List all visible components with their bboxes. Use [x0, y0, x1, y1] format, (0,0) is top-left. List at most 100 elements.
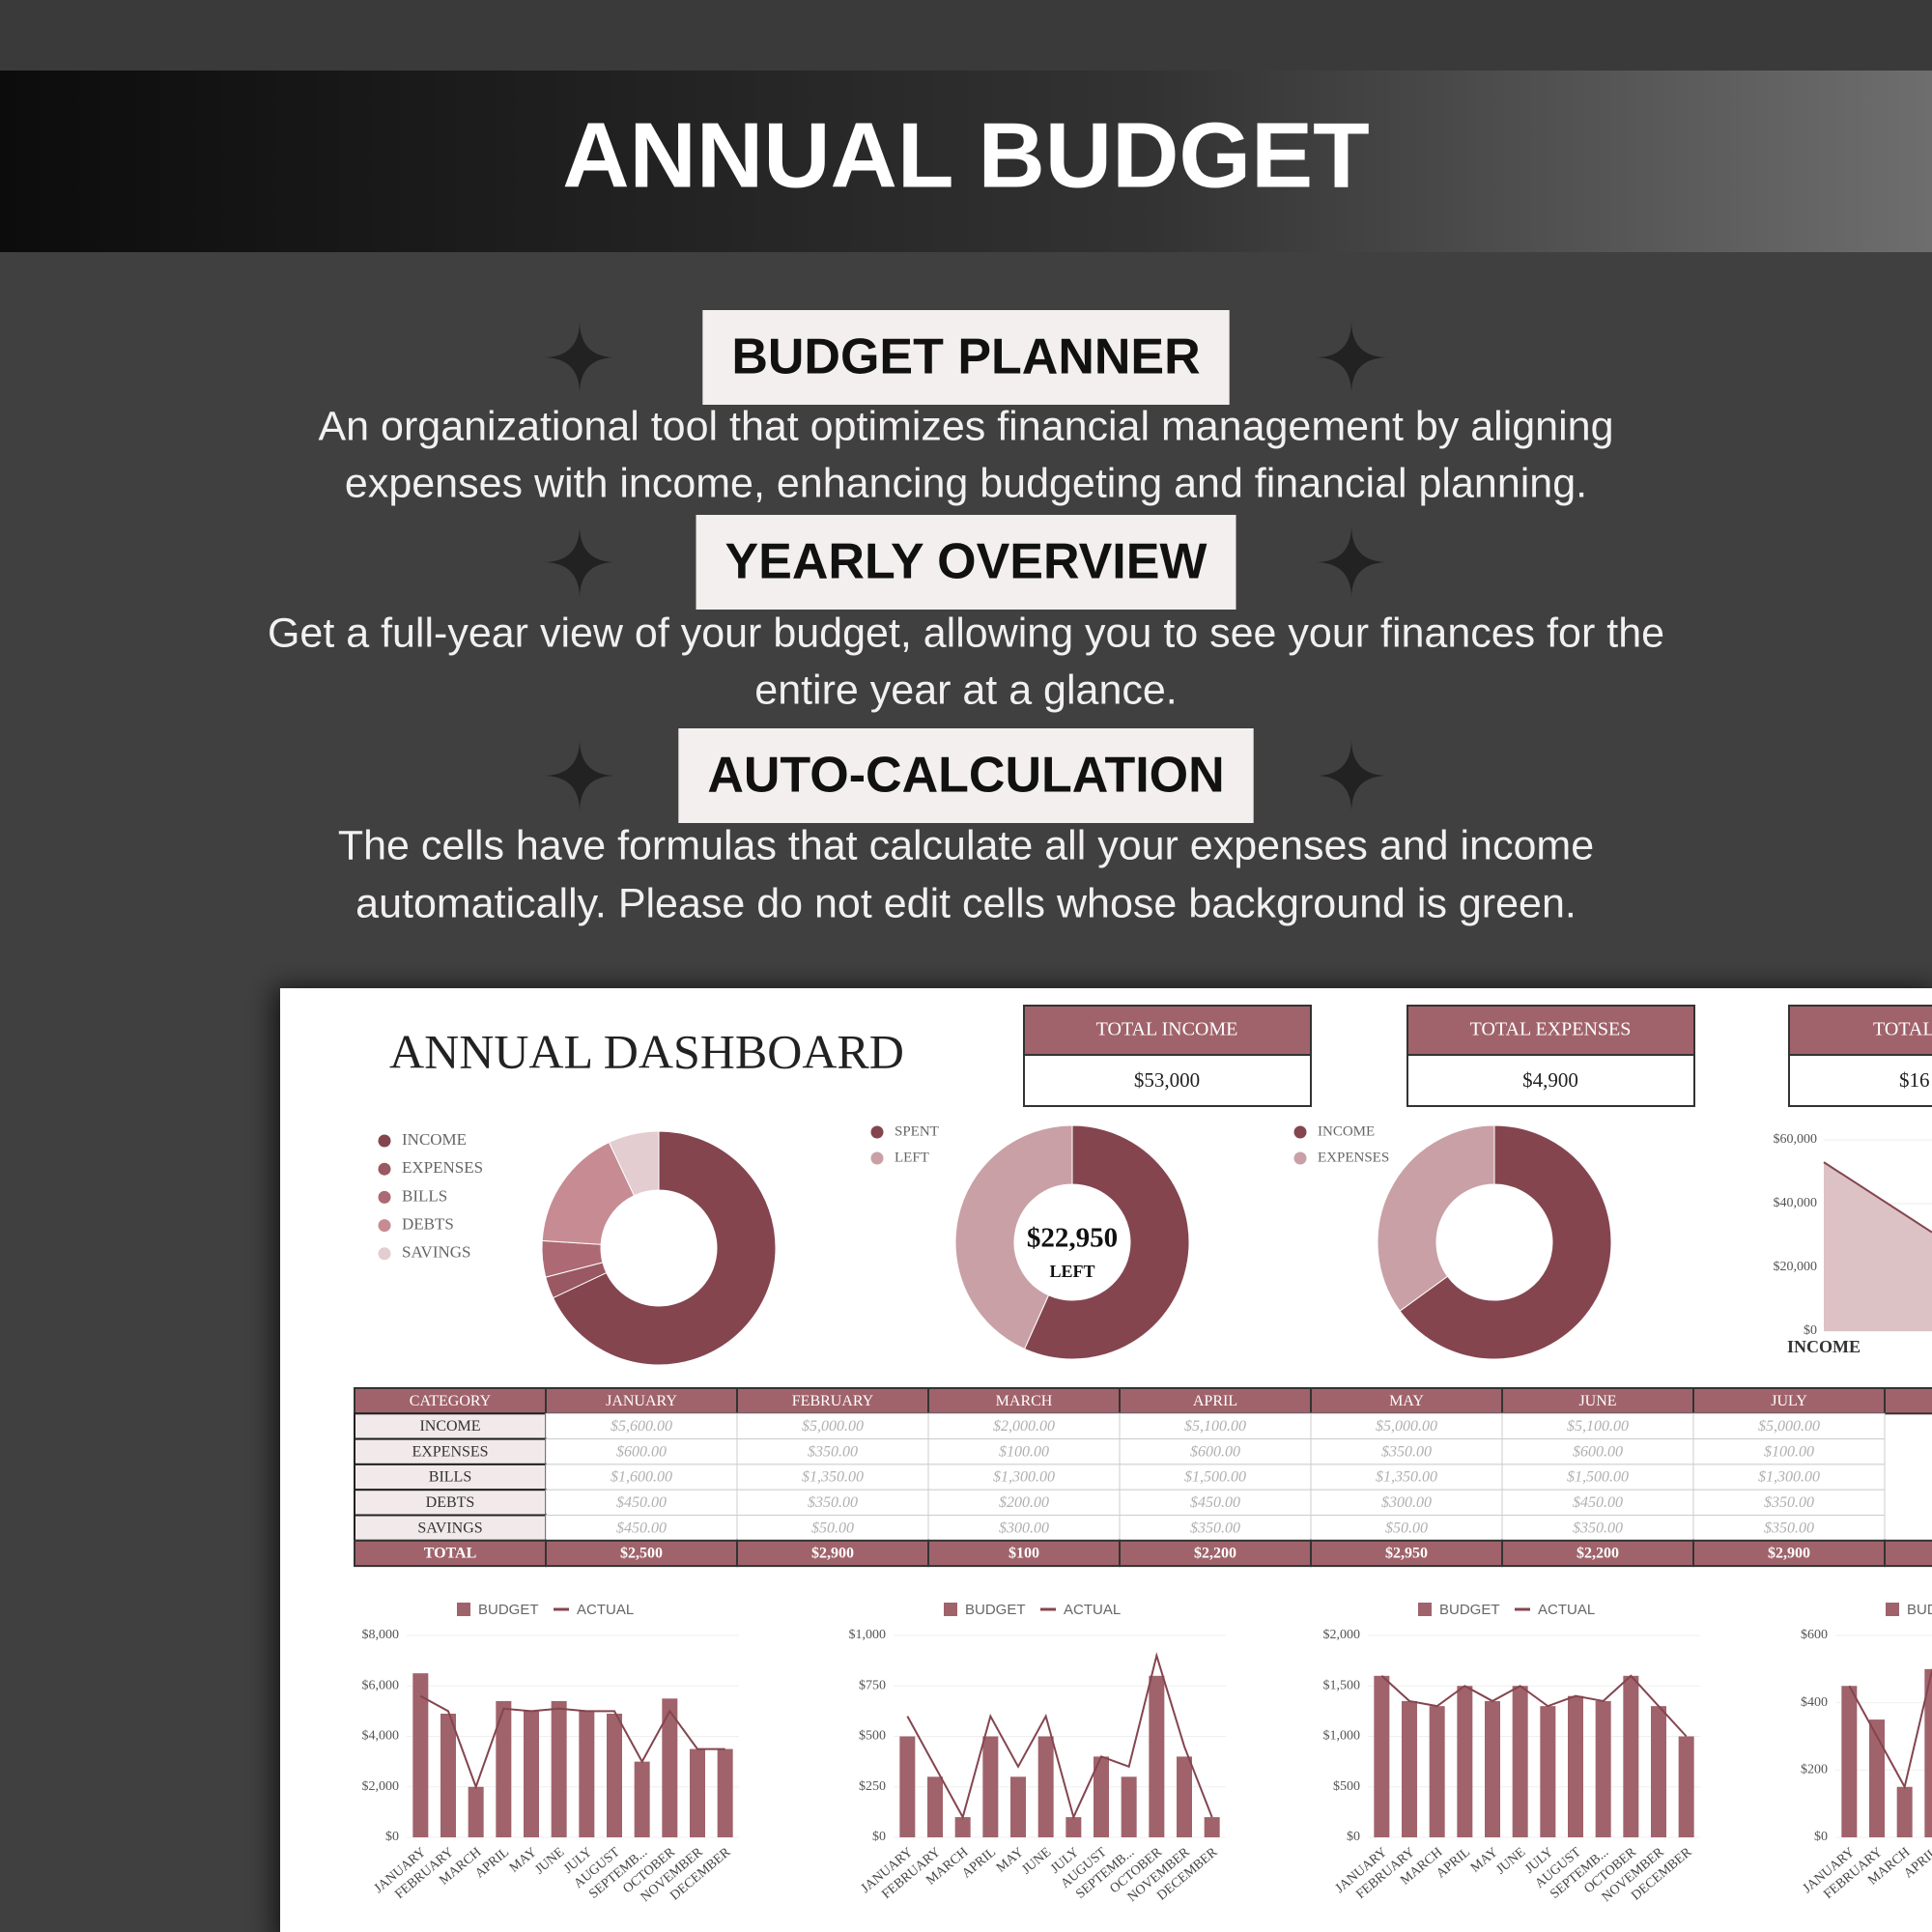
table-text: $450.00: [1190, 1494, 1240, 1511]
table-text: $1,500.00: [1567, 1469, 1629, 1486]
area-line: [1823, 1161, 1932, 1234]
area-fill: [1824, 1162, 1932, 1331]
y-tick-label: $60,000: [1774, 1132, 1818, 1147]
kpi-value-box: [1023, 1054, 1312, 1107]
bar: [982, 1736, 999, 1837]
table-text: $1,600.00: [611, 1469, 672, 1486]
y-tick-label: $6,000: [362, 1678, 400, 1692]
y-tick-label: $4,000: [362, 1729, 400, 1744]
table-text: $5,100.00: [1184, 1418, 1246, 1435]
table-cell: [1692, 1463, 1886, 1491]
table-text: APRIL: [1193, 1393, 1237, 1409]
sparkle: [1315, 739, 1388, 812]
kpi-value: $16: [1899, 1068, 1930, 1092]
section-description: The cells have formulas that calculate a…: [338, 822, 1594, 868]
y-tick-label: $2,000: [362, 1779, 400, 1794]
legend-dot: [378, 1162, 391, 1176]
table-text: $450.00: [616, 1494, 667, 1511]
bar: [1651, 1706, 1666, 1837]
legend-swatch: [457, 1603, 470, 1616]
y-tick-label: $600: [1801, 1628, 1828, 1642]
donut-segment: [608, 1130, 660, 1197]
table-text: $1,350.00: [802, 1469, 864, 1486]
table-text: $450.00: [616, 1520, 667, 1536]
kpi-value: $53,000: [1134, 1068, 1200, 1092]
bar: [954, 1817, 971, 1837]
line: [419, 1694, 725, 1790]
table-text: $50.00: [811, 1520, 854, 1536]
legend-label: BUDGET: [965, 1602, 1026, 1618]
table-text: EXPENSES: [412, 1443, 488, 1460]
table-cell: [1884, 1387, 1932, 1415]
y-tick-label: $0: [872, 1830, 886, 1844]
table-cell: [545, 1463, 738, 1491]
donut-segment: [1023, 1124, 1190, 1360]
section-label-box: [696, 515, 1236, 610]
section-label: AUTO-CALCULATION: [707, 748, 1224, 804]
table-cell: [1501, 1387, 1694, 1415]
section-description: automatically. Please do not edit cells …: [355, 880, 1577, 926]
table-text: $100.00: [1764, 1443, 1814, 1460]
table-cell: [1692, 1515, 1886, 1542]
bar: [496, 1700, 512, 1837]
table-cell: [1692, 1438, 1886, 1465]
legend-label: BUDGET: [1907, 1602, 1932, 1618]
bar: [1177, 1756, 1192, 1837]
table-text: $2,900: [811, 1546, 854, 1562]
y-tick-label: $500: [859, 1729, 886, 1744]
bar: [1010, 1776, 1026, 1837]
legend-label: BILLS: [402, 1186, 447, 1205]
table-text: $350.00: [1764, 1494, 1814, 1511]
donut-center-label: LEFT: [1049, 1262, 1094, 1281]
table-text: TOTAL: [424, 1546, 477, 1562]
legend-label: ACTUAL: [1538, 1602, 1595, 1618]
legend-label: SPENT: [895, 1123, 939, 1139]
sparkle: [543, 739, 616, 812]
table-text: $1,350.00: [1376, 1469, 1437, 1486]
y-tick-label: $400: [1801, 1695, 1828, 1710]
table-text: $1,300.00: [1758, 1469, 1820, 1486]
table-cell: [736, 1438, 929, 1465]
legend-label: BUDGET: [1439, 1602, 1500, 1618]
table-text: JUNE: [1578, 1393, 1616, 1409]
table-cell: [1692, 1412, 1886, 1440]
bar: [1896, 1786, 1913, 1837]
title-band: [0, 71, 1932, 252]
section-description: entire year at a glance.: [754, 667, 1177, 713]
table-cell: [545, 1539, 738, 1568]
table-text: $100: [1009, 1546, 1039, 1562]
bar: [1568, 1695, 1583, 1837]
table-text: $100.00: [999, 1443, 1049, 1460]
kpi-header: [1788, 1005, 1932, 1056]
legend-swatch: [1418, 1603, 1432, 1616]
y-tick-label: $0: [1814, 1830, 1828, 1844]
kpi-header: [1023, 1005, 1312, 1056]
legend-label: INCOME: [402, 1130, 467, 1149]
legend-dot: [378, 1219, 391, 1233]
bar: [1485, 1700, 1500, 1837]
legend-dot: [378, 1190, 391, 1204]
table-cell: [1119, 1515, 1312, 1542]
table-cell: [1884, 1539, 1932, 1568]
dashboard-title: ANNUAL DASHBOARD: [389, 1024, 904, 1078]
table-text: DEBTS: [426, 1494, 475, 1511]
legend-label: ACTUAL: [1064, 1602, 1121, 1618]
table-text: $2,200: [1577, 1546, 1619, 1562]
section-label-box: [702, 310, 1230, 405]
table-text: $350.00: [808, 1443, 858, 1460]
table-cell: [1692, 1489, 1886, 1516]
bar: [1402, 1700, 1417, 1837]
legend-dot: [378, 1247, 391, 1261]
bar: [717, 1748, 733, 1837]
bar: [1457, 1686, 1473, 1837]
bar: [690, 1748, 705, 1837]
table-text: JANUARY: [606, 1393, 677, 1409]
bar: [1623, 1675, 1639, 1837]
section-description: An organizational tool that optimizes fi…: [319, 403, 1614, 449]
table-text: $600.00: [1190, 1443, 1240, 1460]
table-cell: [1501, 1412, 1694, 1440]
section-label: BUDGET PLANNER: [731, 329, 1200, 385]
bar: [1678, 1736, 1694, 1837]
table-text: FEBRUARY: [792, 1393, 874, 1409]
